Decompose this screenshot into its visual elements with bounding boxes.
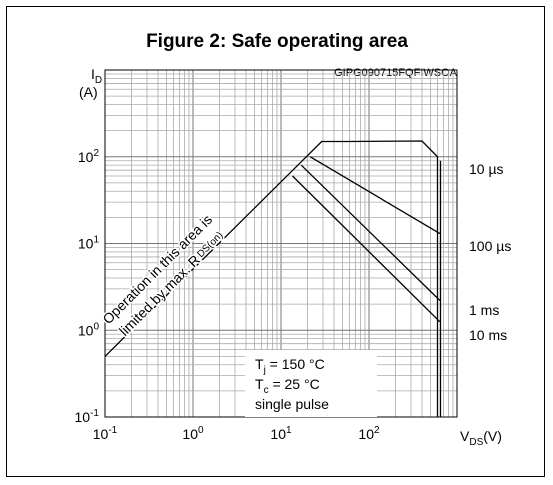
figure-code: GIPG090715FQFIWSOA xyxy=(334,67,458,79)
x-tick-label: 102 xyxy=(358,425,380,442)
x-axis-label: VDS(V) xyxy=(460,428,502,448)
curve-label: 10 ms xyxy=(469,327,507,343)
y-axis-label: ID xyxy=(91,66,102,86)
tj-condition: Tj = 150 °C xyxy=(255,356,325,376)
tc-condition: Tc = 25 °C xyxy=(255,376,320,396)
x-tick-label: 10-1 xyxy=(93,425,118,442)
curve-label: 1 ms xyxy=(469,302,499,318)
x-tick-label: 100 xyxy=(182,425,204,442)
soa-curve-1-ms xyxy=(300,164,441,301)
y-tick-label: 101 xyxy=(78,235,100,252)
x-tick-labels: 10-1 100 101 102 xyxy=(93,425,380,442)
rds-annotation: Operation in this area is limited by max… xyxy=(98,210,227,341)
x-tick-label: 101 xyxy=(270,425,292,442)
pulse-condition: single pulse xyxy=(255,396,329,412)
conditions-box: Tj = 150 °C Tc = 25 °C single pulse xyxy=(245,350,377,417)
y-tick-label: 100 xyxy=(78,321,100,338)
series-layer xyxy=(104,140,442,417)
soa-chart: Figure 2: Safe operating area GIPG090715… xyxy=(75,31,512,448)
y-tick-labels: 10-1 100 101 102 xyxy=(75,148,100,425)
curve-label: 10 µs xyxy=(469,161,504,177)
y-tick-label: 102 xyxy=(78,148,100,165)
soa-curve-10-ms xyxy=(292,175,441,323)
curve-labels: 10 µs 100 µs 1 ms 10 ms xyxy=(469,161,511,343)
soa-curve-10-s xyxy=(104,140,439,417)
y-tick-label: 10-1 xyxy=(75,408,100,425)
chart-title: Figure 2: Safe operating area xyxy=(146,31,408,52)
curve-label: 100 µs xyxy=(469,238,511,254)
soa-curve-100-s xyxy=(309,156,441,235)
y-axis-unit: (A) xyxy=(79,84,98,100)
figure-frame: Figure 2: Safe operating area GIPG090715… xyxy=(6,6,545,477)
